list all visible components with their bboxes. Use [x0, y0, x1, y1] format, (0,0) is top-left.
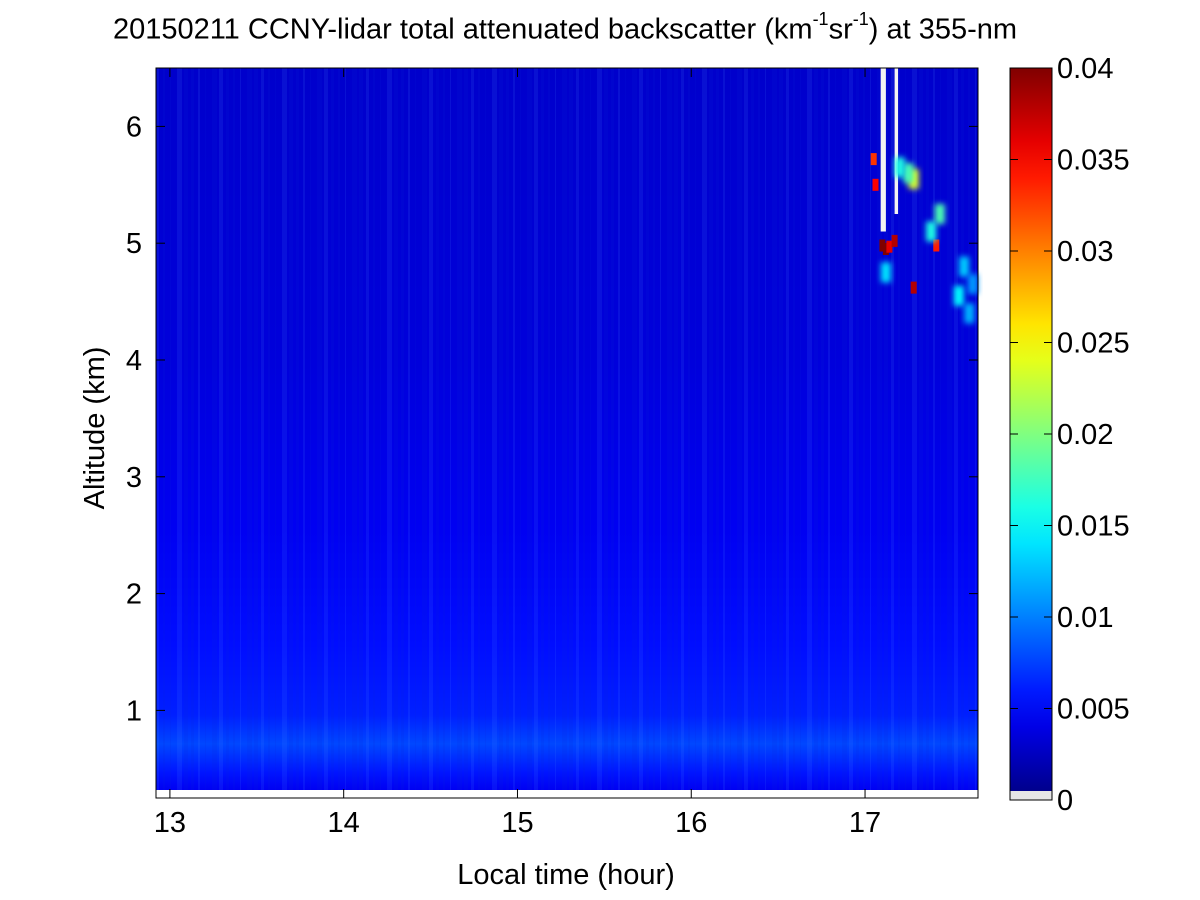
plot-area: [156, 68, 978, 798]
colorbar-tick-label: 0.005: [1057, 694, 1130, 726]
feature-point: [908, 169, 919, 189]
cloud-features: [870, 153, 978, 324]
x-tick-label: 14: [328, 807, 360, 839]
feature-point: [934, 204, 945, 224]
x-tick-label: 13: [154, 807, 186, 839]
x-axis-label: Local time (hour): [457, 859, 675, 891]
plot-axes: 13 14 15 16 17 1 2 3 4 5 6: [126, 67, 979, 839]
chart-title: 20150211 CCNY-lidar total attenuated bac…: [112, 9, 1018, 46]
x-tick-label: 15: [501, 807, 533, 839]
x-tick-label: 17: [849, 807, 881, 839]
feature-point: [891, 234, 898, 247]
feature-point: [880, 262, 891, 283]
plot-frame: [155, 67, 979, 799]
feature-point: [959, 256, 970, 277]
y-tick-label: 2: [126, 579, 142, 611]
feature-point: [882, 243, 889, 255]
feature-point: [894, 157, 905, 178]
colorbar-tick-label: 0.01: [1057, 602, 1113, 634]
feature-point: [953, 285, 964, 306]
streak-texture: [156, 68, 976, 790]
missing-data-strip: [894, 68, 899, 214]
missing-data-strip: [880, 68, 886, 232]
y-tick-label: 5: [126, 228, 142, 260]
colorbar-tick-label: 0.015: [1057, 511, 1130, 543]
feature-point: [872, 178, 879, 191]
feature-point: [886, 240, 893, 253]
y-tick-label: 6: [126, 111, 142, 143]
colorbar-tick-label: 0.02: [1057, 419, 1113, 451]
colorbar-tick-label: 0.04: [1057, 53, 1113, 85]
colorbar-tick-label: 0.03: [1057, 236, 1113, 268]
colorbar-tick-label: 0: [1057, 785, 1073, 817]
x-tick-label: 16: [675, 807, 707, 839]
colorbar-zero-band: [1010, 791, 1052, 800]
feature-point: [879, 239, 886, 252]
feature-point: [870, 153, 877, 166]
y-axis-label: Altitude (km): [79, 347, 111, 510]
feature-point: [926, 221, 937, 242]
y-tick-label: 3: [126, 462, 142, 494]
missing-data: [880, 68, 899, 232]
y-tick-label: 4: [126, 345, 142, 377]
feature-point: [964, 303, 975, 324]
feature-point: [910, 281, 917, 294]
colorbar-tick-label: 0.035: [1057, 145, 1130, 177]
backscatter-field: [156, 68, 978, 790]
feature-point: [967, 274, 978, 295]
y-tick-label: 1: [126, 695, 142, 727]
colorbar: 0 0.005 0.01 0.015 0.02 0.025 0.03 0.035 0.04: [1009, 53, 1130, 817]
feature-point: [903, 163, 914, 184]
feature-point: [933, 239, 940, 252]
colorbar-tick-label: 0.025: [1057, 328, 1130, 360]
